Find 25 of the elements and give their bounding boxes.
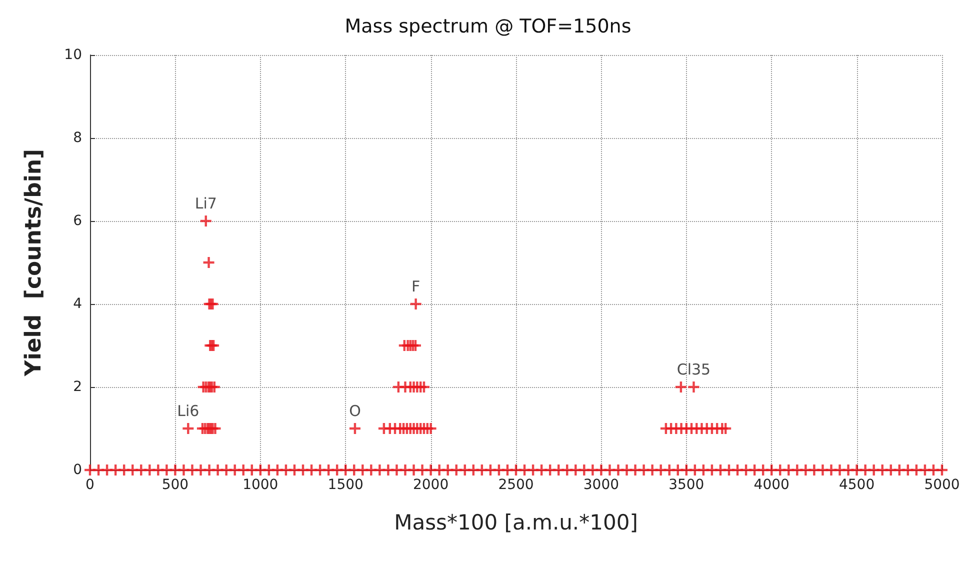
chart-title: Mass spectrum @ TOF=150ns [344,16,632,38]
y-tick-label: 0 [73,462,82,478]
x-tick-label: 5000 [924,477,960,493]
annotation: Li6 [177,402,200,420]
y-tick-label: 8 [73,130,82,146]
annotation: Li7 [194,194,217,212]
x-tick-label: 1500 [328,477,364,493]
annotation: F [411,278,420,296]
y-axis-title: Yield [counts/bin] [22,148,46,378]
x-tick-label: 3500 [668,477,704,493]
x-tick-label: 3000 [583,477,620,493]
y-tick-label: 10 [64,47,82,63]
x-tick-label: 2500 [498,477,534,493]
x-tick-label: 500 [162,477,189,493]
annotation: Cl35 [676,360,711,378]
y-tick-label: 4 [73,296,82,312]
x-tick-label: 1000 [242,477,278,493]
x-tick-label: 2000 [412,477,449,493]
x-tick-label: 4000 [754,477,790,493]
y-tick-label: 2 [73,379,82,395]
x-axis-title: Mass*100 [a.m.u.*100] [394,510,638,534]
x-tick-label: 0 [86,477,94,493]
x-tick-label: 4500 [838,477,875,493]
annotation: O [349,402,361,420]
y-tick-label: 6 [73,213,82,229]
